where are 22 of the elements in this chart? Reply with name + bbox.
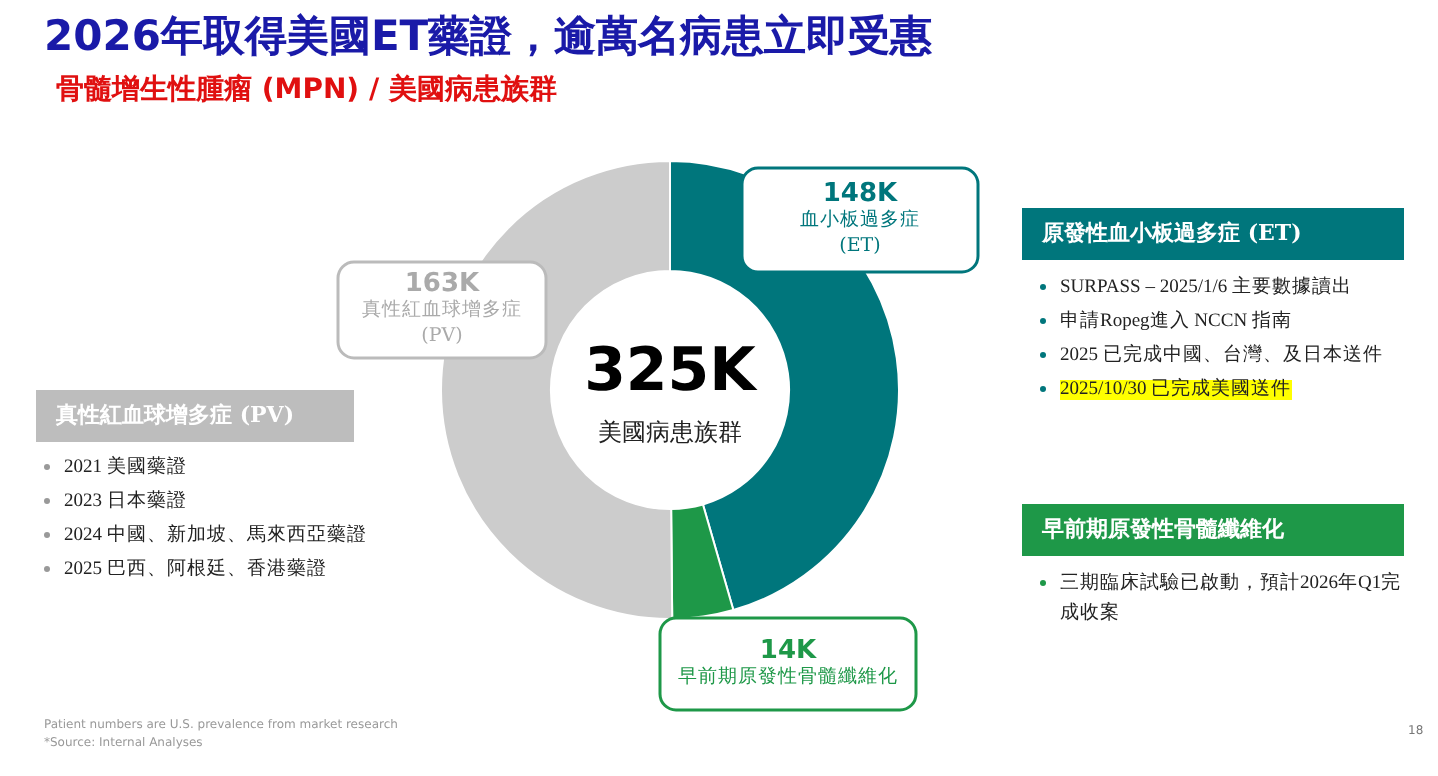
chart-title: 2026年取得美國ET藥證，逾萬名病患立即受惠 (44, 10, 933, 64)
text: 早前期原發性骨髓纖維化 (1022, 504, 1404, 556)
data-label: 163K (404, 268, 482, 299)
text: 三期臨床試驗已啟動，預計2026年Q1完成收案 (1060, 574, 1402, 624)
text: 2021 美國藥證 (64, 458, 187, 478)
slice-label: 血小板過多症 (ET) (800, 206, 920, 257)
text: 真性紅血球增多症 (PV) (36, 390, 354, 442)
slice-label: 早前期原發性骨髓纖維化 (678, 663, 898, 688)
text: 申請Ropeg進入 NCCN 指南 (1060, 312, 1292, 332)
text: 2023 日本藥證 (64, 492, 187, 512)
slice-label: 真性紅血球增多症 (PV) (362, 296, 522, 347)
data-label: 148K (822, 178, 900, 209)
text: 325K (584, 335, 760, 406)
data-label: 14K (759, 635, 819, 666)
text: 2025/10/30 已完成美國送件 (1060, 380, 1292, 400)
chart-subtitle: 骨髓增生性腫瘤 (MPN) / 美國病患族群 (56, 72, 557, 108)
text: 2024 中國、新加坡、馬來西亞藥證 (64, 526, 367, 546)
text: 原發性血小板過多症 (ET) (1022, 208, 1404, 260)
text: 2025 巴西、阿根廷、香港藥證 (64, 560, 327, 580)
text: SURPASS – 2025/1/6 主要數據讀出 (1060, 278, 1352, 298)
text: 2025 已完成中國、台灣、及日本送件 (1060, 346, 1383, 366)
text: 美國病患族群 (598, 418, 742, 447)
